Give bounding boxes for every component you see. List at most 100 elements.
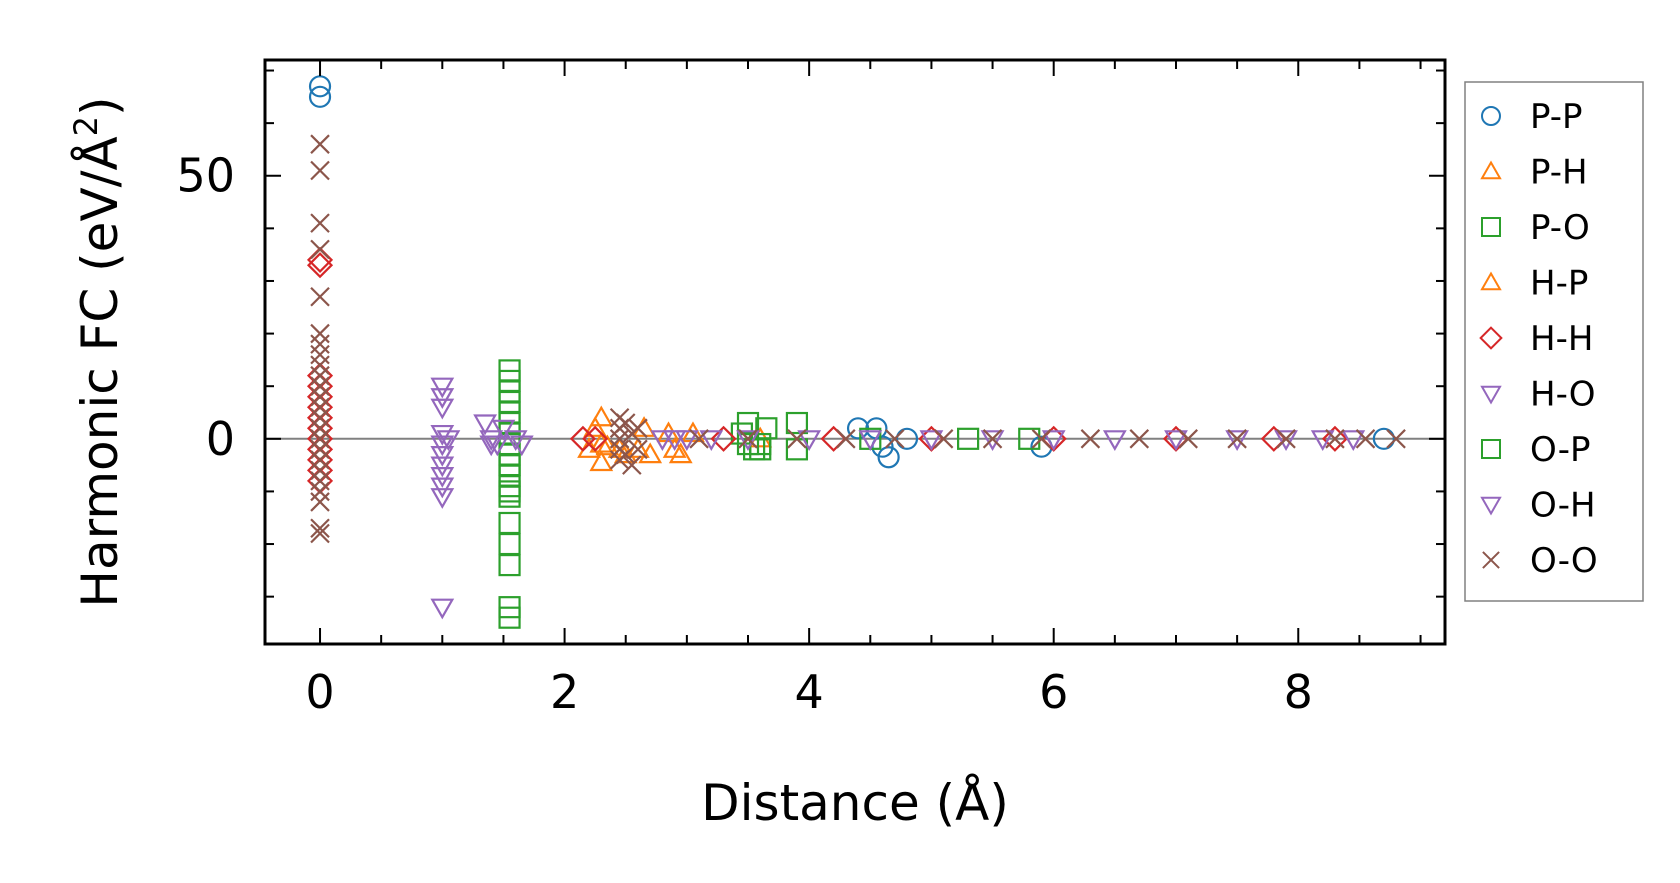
point-P-O bbox=[736, 432, 760, 456]
point-O-H bbox=[650, 430, 675, 452]
point-P-P bbox=[877, 446, 900, 469]
point-P-O bbox=[1018, 427, 1041, 450]
point-O-O bbox=[310, 239, 330, 260]
point-O-O bbox=[1325, 429, 1345, 449]
point-P-O bbox=[498, 553, 521, 577]
x-tick-label: 2 bbox=[550, 665, 579, 719]
point-O-H bbox=[919, 430, 944, 452]
legend-label: P-P bbox=[1530, 97, 1583, 137]
point-O-P bbox=[498, 454, 521, 477]
point-O-O bbox=[1386, 429, 1406, 449]
legend: P-P P-H P-O H-P H-H H-O O-P O-H O-O bbox=[1464, 81, 1644, 602]
point-H-P bbox=[662, 437, 687, 458]
point-O-H bbox=[1164, 430, 1188, 452]
point-P-P bbox=[308, 85, 332, 108]
point-O-O bbox=[1031, 429, 1052, 449]
plot-frame bbox=[263, 58, 1447, 646]
legend-label: O-O bbox=[1530, 541, 1598, 581]
point-O-O bbox=[310, 523, 330, 544]
point-H-O bbox=[430, 377, 455, 399]
point-O-O bbox=[1178, 429, 1198, 449]
point-O-O bbox=[1355, 429, 1376, 449]
point-O-O bbox=[884, 429, 905, 449]
point-O-O bbox=[1276, 429, 1296, 449]
x-tick-label: 8 bbox=[1284, 665, 1313, 719]
point-O-O bbox=[982, 429, 1003, 449]
point-P-H bbox=[589, 405, 614, 427]
legend-label: H-O bbox=[1530, 375, 1596, 415]
point-O-H bbox=[1102, 430, 1127, 452]
point-H-P bbox=[589, 431, 614, 453]
point-H-O bbox=[430, 424, 455, 446]
point-O-H bbox=[797, 430, 822, 452]
point-H-P bbox=[607, 437, 632, 458]
legend-label: P-H bbox=[1530, 153, 1588, 193]
point-O-O bbox=[310, 213, 330, 233]
point-P-P bbox=[1372, 427, 1395, 450]
point-O-H bbox=[736, 430, 760, 452]
point-O-O bbox=[310, 286, 330, 307]
point-H-O bbox=[491, 419, 516, 441]
point-P-O bbox=[957, 427, 980, 450]
legend-label: O-H bbox=[1530, 486, 1596, 526]
point-O-P bbox=[498, 480, 521, 503]
x-tick-label: 0 bbox=[305, 665, 334, 719]
point-H-H bbox=[582, 425, 609, 452]
x-tick-label: 4 bbox=[795, 665, 824, 719]
point-O-H bbox=[699, 430, 724, 452]
point-H-O bbox=[430, 398, 455, 420]
point-P-O bbox=[755, 417, 778, 440]
point-H-O bbox=[430, 598, 455, 620]
legend-marker-P-H bbox=[1480, 160, 1502, 180]
point-O-O bbox=[628, 439, 648, 460]
point-O-H bbox=[436, 430, 461, 452]
y-tick-label: 0 bbox=[206, 412, 235, 466]
y-axis-title: Harmonic FC (eV/Å2) bbox=[67, 96, 129, 607]
y-axis-title-superscript: 2 bbox=[67, 116, 105, 136]
point-H-O bbox=[479, 430, 504, 452]
legend-marker-O-H bbox=[1480, 496, 1502, 516]
plot-area-background bbox=[265, 60, 1445, 644]
legend-marker-O-O bbox=[1482, 551, 1500, 569]
point-H-H bbox=[569, 425, 596, 452]
point-H-O bbox=[503, 430, 528, 452]
legend-label: O-P bbox=[1530, 430, 1590, 470]
series-H-O bbox=[430, 377, 534, 620]
point-O-O bbox=[310, 492, 330, 512]
legend-marker-H-P bbox=[1480, 271, 1502, 291]
point-O-H bbox=[674, 430, 699, 452]
point-H-O bbox=[430, 388, 455, 409]
point-H-O bbox=[430, 467, 455, 488]
x-axis-title: Distance (Å) bbox=[701, 774, 1009, 832]
point-O-H bbox=[858, 430, 883, 452]
point-H-O bbox=[473, 414, 497, 436]
point-O-H bbox=[1341, 430, 1366, 452]
point-P-H bbox=[583, 416, 608, 437]
point-O-O bbox=[787, 429, 807, 449]
point-O-O bbox=[310, 518, 330, 539]
point-O-O bbox=[836, 429, 856, 449]
point-O-O bbox=[622, 455, 642, 475]
legend-label: H-H bbox=[1530, 319, 1593, 359]
series-O-O bbox=[310, 134, 1406, 544]
series-O-H bbox=[436, 430, 1366, 457]
point-H-H bbox=[1321, 425, 1349, 452]
point-H-O bbox=[430, 456, 455, 478]
point-H-O bbox=[430, 477, 455, 499]
legend-label: P-O bbox=[1530, 208, 1590, 248]
point-O-O bbox=[310, 134, 330, 154]
legend-marker-P-P bbox=[1481, 106, 1501, 126]
point-H-O bbox=[509, 435, 534, 457]
point-H-O bbox=[430, 445, 455, 467]
point-H-H bbox=[306, 252, 334, 279]
point-O-O bbox=[1227, 429, 1247, 449]
point-O-O bbox=[615, 444, 636, 465]
point-O-O bbox=[1080, 429, 1101, 449]
y-tick-label: 50 bbox=[176, 149, 235, 203]
point-H-H bbox=[710, 425, 737, 452]
point-O-H bbox=[1274, 430, 1298, 452]
legend-marker-P-O bbox=[1481, 217, 1501, 237]
point-O-H bbox=[479, 435, 504, 457]
point-O-H bbox=[662, 430, 687, 452]
